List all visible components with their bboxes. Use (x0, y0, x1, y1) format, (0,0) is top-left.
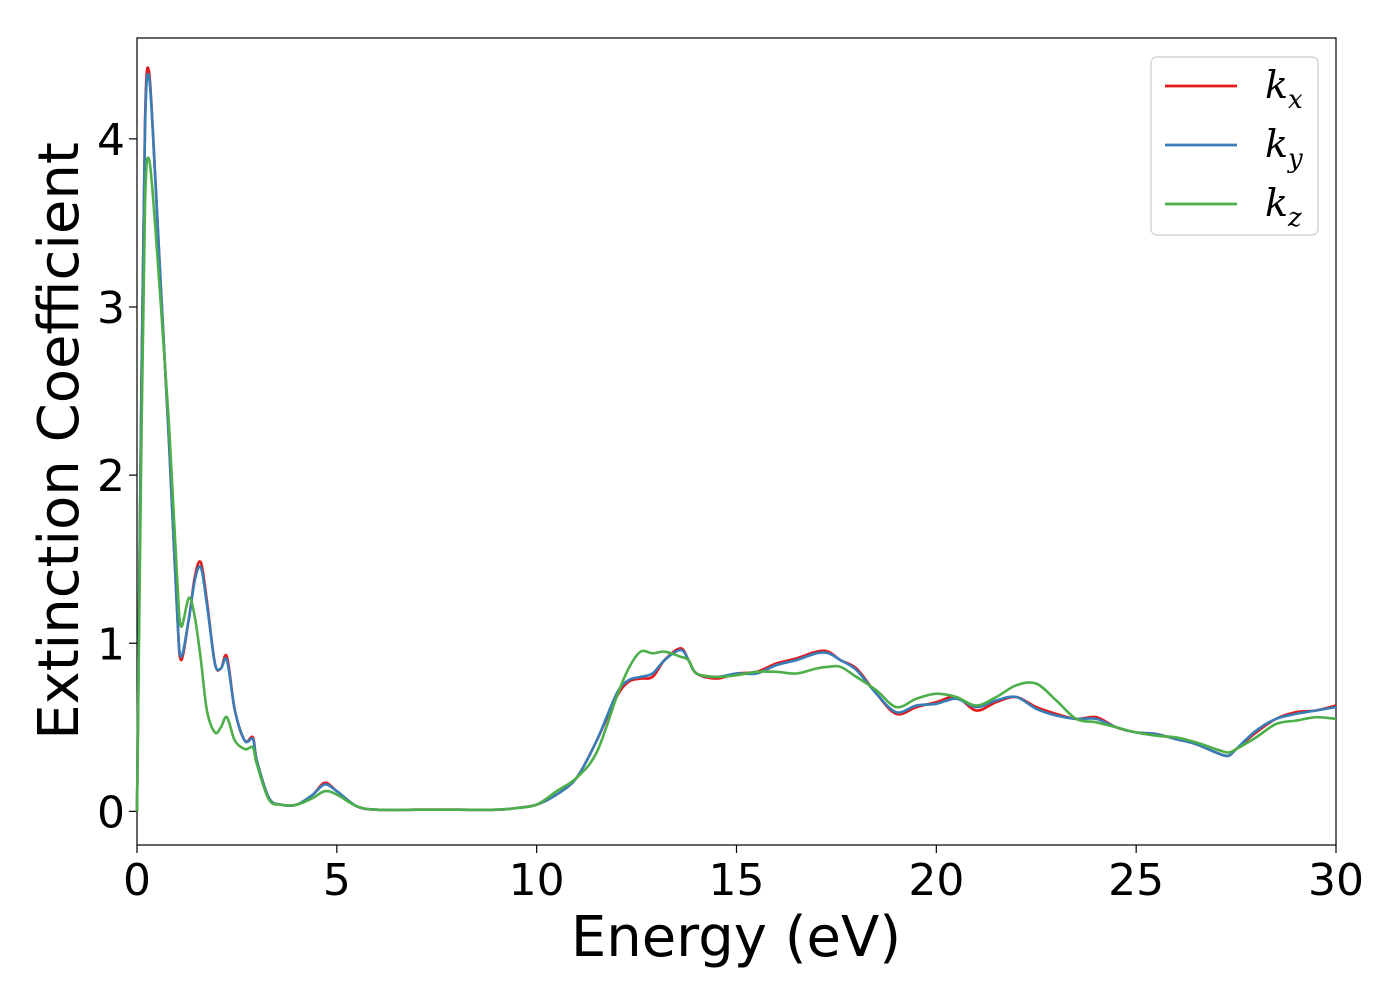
legend-label-ky: ky (1265, 122, 1303, 174)
x-axis-ticks: 0 5 10 15 20 25 30 (123, 845, 1364, 906)
y-tick-label: 3 (97, 283, 125, 334)
x-tick-label: 10 (509, 855, 565, 906)
y-tick-label: 0 (97, 787, 125, 838)
series-line-kz (135, 156, 1337, 812)
x-tick-label: 30 (1308, 855, 1364, 906)
y-axis-label: Extinction Coefficient (27, 142, 92, 740)
x-tick-label: 25 (1108, 855, 1164, 906)
y-tick-label: 1 (97, 619, 125, 670)
y-tick-label: 4 (97, 115, 125, 166)
series-line-ky (135, 72, 1337, 812)
y-tick-label: 2 (97, 451, 125, 502)
y-axis-ticks: 0 1 2 3 4 (97, 115, 137, 838)
x-tick-label: 15 (709, 855, 765, 906)
x-tick-label: 20 (908, 855, 964, 906)
x-tick-label: 0 (123, 855, 151, 906)
legend-label-kx: kx (1265, 63, 1303, 115)
x-tick-label: 5 (323, 855, 351, 906)
x-axis-label: Energy (eV) (571, 905, 901, 970)
series-lines (135, 66, 1337, 812)
